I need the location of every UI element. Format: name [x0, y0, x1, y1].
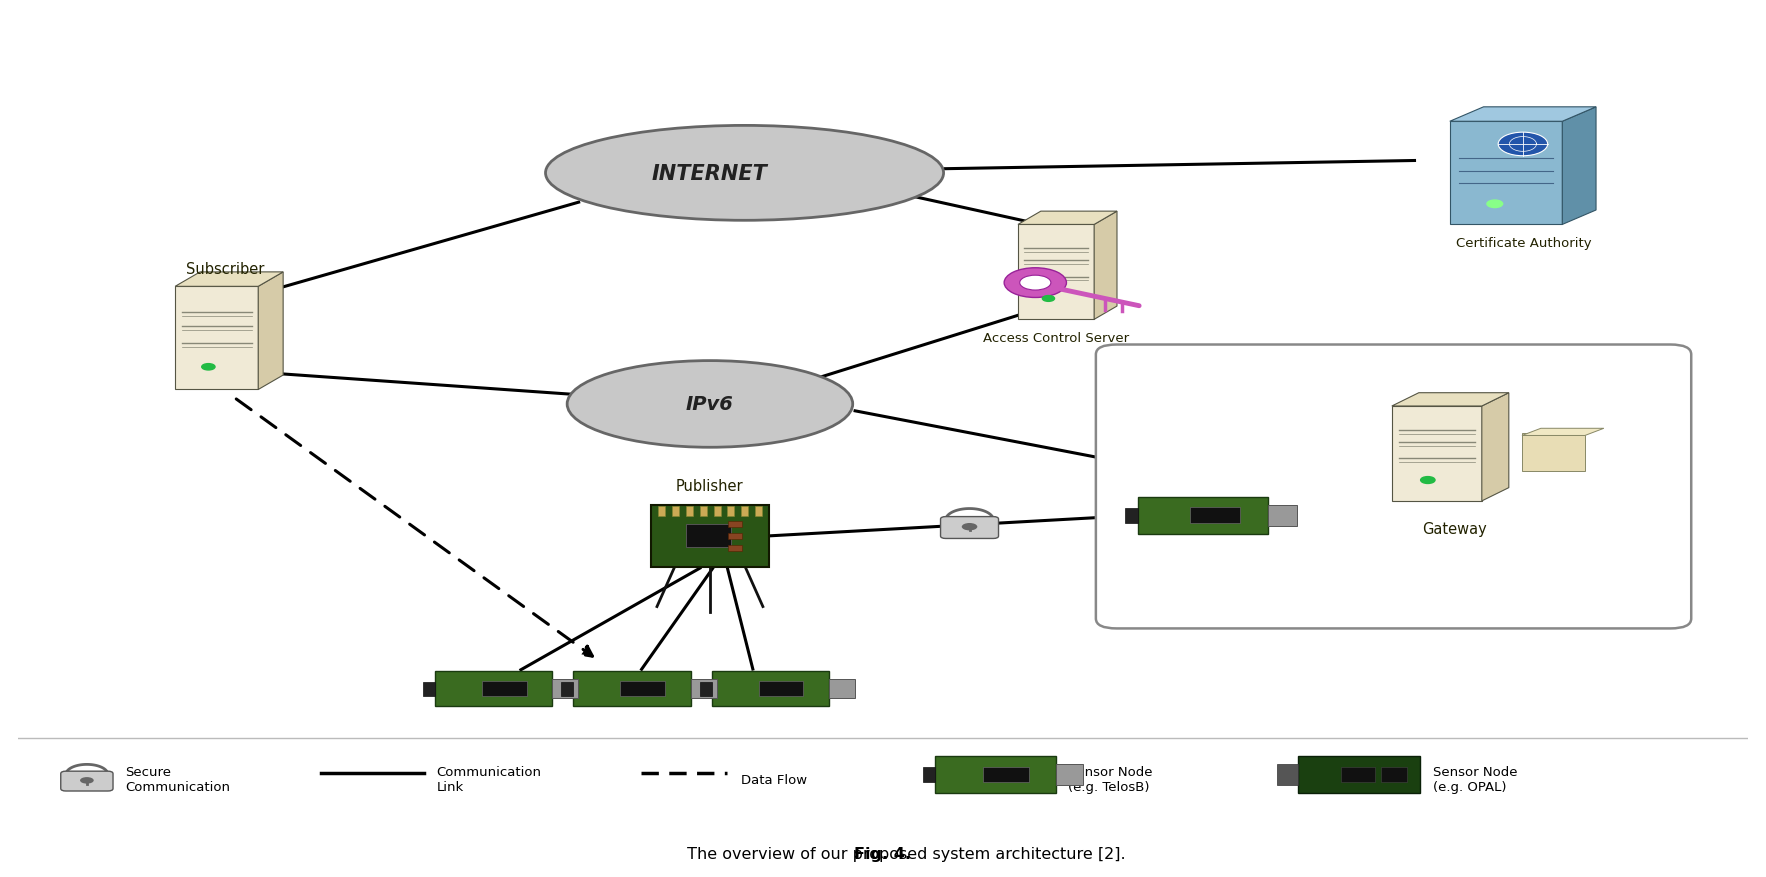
- FancyBboxPatch shape: [699, 682, 712, 695]
- FancyBboxPatch shape: [728, 521, 742, 527]
- FancyBboxPatch shape: [652, 505, 768, 567]
- Polygon shape: [1392, 393, 1508, 407]
- Ellipse shape: [546, 126, 943, 221]
- Polygon shape: [1563, 108, 1596, 225]
- FancyBboxPatch shape: [691, 679, 717, 699]
- FancyBboxPatch shape: [728, 545, 742, 552]
- Polygon shape: [1522, 429, 1604, 436]
- Text: Access Control Server: Access Control Server: [984, 332, 1128, 345]
- FancyBboxPatch shape: [830, 679, 855, 699]
- FancyBboxPatch shape: [1522, 434, 1551, 441]
- Circle shape: [1005, 268, 1067, 298]
- Text: Certificate Authority: Certificate Authority: [1455, 236, 1591, 249]
- Text: Sensor Node
(e.g. OPAL): Sensor Node (e.g. OPAL): [1434, 766, 1517, 794]
- Circle shape: [79, 777, 94, 784]
- Polygon shape: [1017, 212, 1116, 225]
- FancyBboxPatch shape: [1125, 509, 1139, 523]
- FancyBboxPatch shape: [941, 517, 998, 538]
- FancyBboxPatch shape: [60, 771, 113, 791]
- Text: Sensor Node
(e.g. TelosB): Sensor Node (e.g. TelosB): [1068, 766, 1153, 794]
- FancyBboxPatch shape: [482, 681, 526, 696]
- FancyBboxPatch shape: [1392, 407, 1482, 502]
- FancyBboxPatch shape: [728, 533, 742, 539]
- FancyBboxPatch shape: [685, 507, 692, 517]
- Circle shape: [962, 524, 977, 531]
- FancyBboxPatch shape: [934, 757, 1056, 793]
- FancyBboxPatch shape: [574, 672, 691, 706]
- FancyBboxPatch shape: [713, 507, 721, 517]
- Text: Publisher: Publisher: [676, 479, 743, 494]
- FancyBboxPatch shape: [659, 507, 666, 517]
- FancyBboxPatch shape: [1522, 436, 1584, 471]
- Circle shape: [1498, 133, 1547, 157]
- Text: Subscriber: Subscriber: [185, 261, 265, 276]
- Polygon shape: [1482, 393, 1508, 502]
- FancyBboxPatch shape: [712, 672, 830, 706]
- FancyBboxPatch shape: [1190, 508, 1240, 524]
- Text: Data Flow: Data Flow: [742, 773, 807, 786]
- Circle shape: [1042, 296, 1054, 302]
- Polygon shape: [1095, 212, 1116, 320]
- FancyBboxPatch shape: [924, 767, 934, 782]
- Circle shape: [1487, 201, 1503, 209]
- FancyBboxPatch shape: [1056, 765, 1083, 785]
- FancyBboxPatch shape: [1017, 225, 1095, 320]
- Text: The overview of our proposed system architecture [2].: The overview of our proposed system arch…: [641, 846, 1125, 861]
- FancyBboxPatch shape: [562, 682, 574, 695]
- FancyBboxPatch shape: [553, 679, 577, 699]
- FancyBboxPatch shape: [1298, 757, 1420, 793]
- Circle shape: [1420, 477, 1436, 484]
- FancyBboxPatch shape: [424, 682, 434, 695]
- FancyBboxPatch shape: [1097, 346, 1692, 629]
- FancyBboxPatch shape: [1381, 766, 1408, 782]
- FancyBboxPatch shape: [687, 524, 731, 547]
- Text: IPv6: IPv6: [685, 395, 735, 414]
- FancyBboxPatch shape: [699, 507, 706, 517]
- FancyBboxPatch shape: [756, 507, 763, 517]
- Circle shape: [201, 364, 215, 371]
- FancyBboxPatch shape: [673, 507, 680, 517]
- Polygon shape: [258, 273, 283, 390]
- FancyBboxPatch shape: [728, 507, 735, 517]
- Circle shape: [1019, 276, 1051, 290]
- Text: Communication
Link: Communication Link: [436, 766, 542, 794]
- Text: INTERNET: INTERNET: [652, 164, 768, 183]
- FancyBboxPatch shape: [620, 681, 666, 696]
- Text: Gateway: Gateway: [1422, 522, 1487, 537]
- FancyBboxPatch shape: [1268, 506, 1296, 526]
- FancyBboxPatch shape: [759, 681, 804, 696]
- Polygon shape: [175, 273, 283, 287]
- FancyBboxPatch shape: [434, 672, 553, 706]
- FancyBboxPatch shape: [1450, 122, 1563, 225]
- FancyBboxPatch shape: [1139, 497, 1268, 534]
- Text: Fig. 4.: Fig. 4.: [855, 846, 911, 861]
- FancyBboxPatch shape: [175, 287, 258, 390]
- FancyBboxPatch shape: [742, 507, 749, 517]
- Ellipse shape: [567, 361, 853, 448]
- FancyBboxPatch shape: [1277, 764, 1298, 786]
- FancyBboxPatch shape: [1340, 766, 1374, 782]
- Text: Secure
Communication: Secure Communication: [125, 766, 230, 794]
- FancyBboxPatch shape: [984, 766, 1030, 782]
- Polygon shape: [1450, 108, 1596, 122]
